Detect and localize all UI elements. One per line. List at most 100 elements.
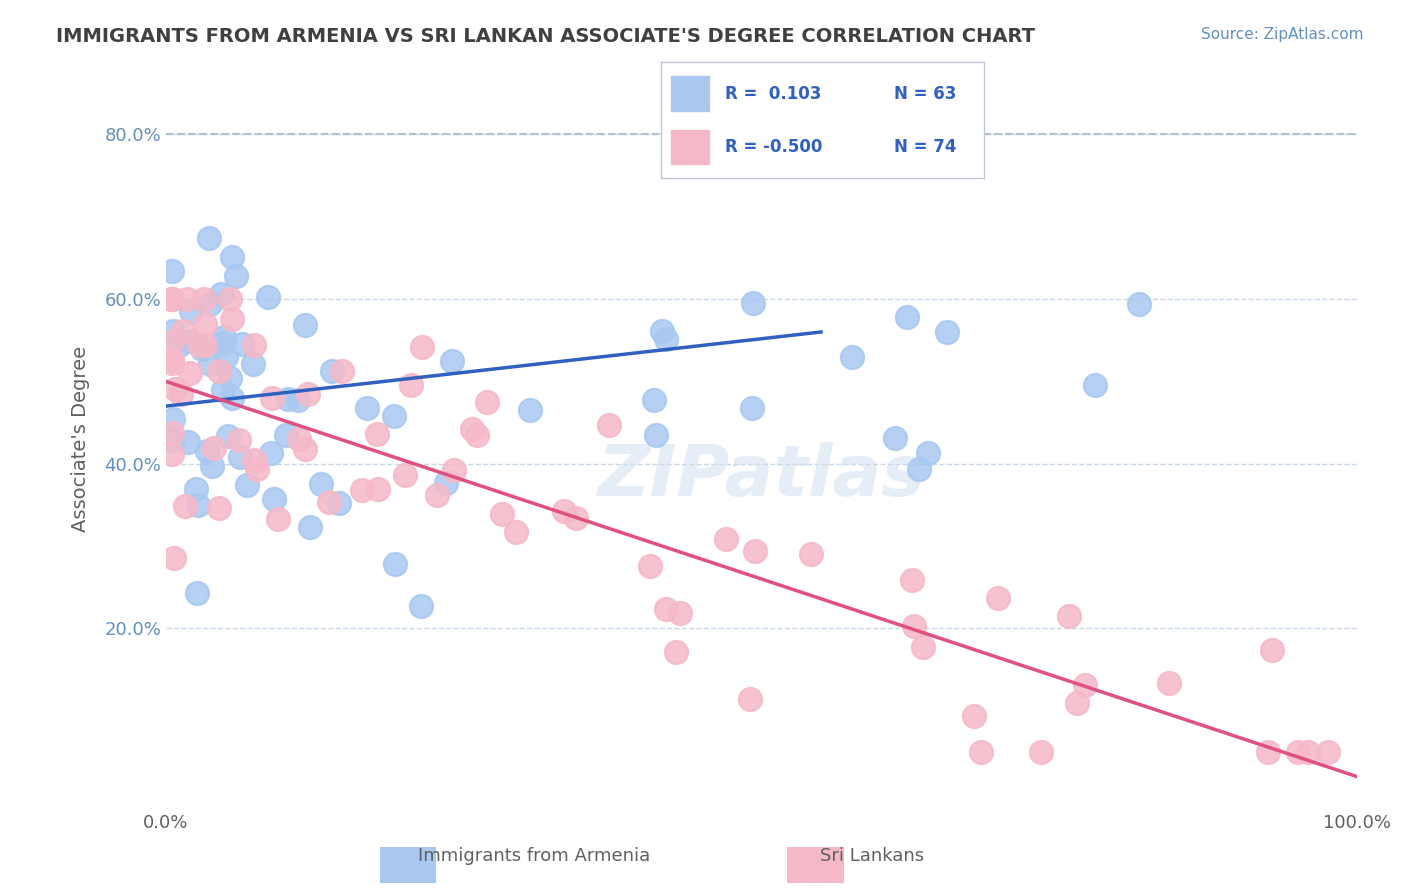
Point: [243, 453, 266, 467]
Point: [193, 292, 215, 306]
Text: IMMIGRANTS FROM ARMENIA VS SRI LANKAN ASSOCIATE'S DEGREE CORRELATION CHART: IMMIGRANTS FROM ARMENIA VS SRI LANKAN AS…: [56, 27, 1035, 45]
Point: [184, 482, 207, 496]
Point: [191, 343, 214, 357]
Point: [969, 745, 991, 759]
Point: [1128, 297, 1150, 311]
Point: [401, 378, 423, 392]
Point: [200, 297, 222, 311]
Point: [384, 557, 406, 571]
Y-axis label: Associate's Degree: Associate's Degree: [72, 346, 90, 533]
Text: N = 74: N = 74: [894, 138, 956, 156]
Point: [200, 458, 222, 473]
Point: [160, 353, 183, 368]
Point: [180, 303, 202, 318]
Point: [162, 433, 184, 447]
Point: [1057, 608, 1080, 623]
Point: [465, 427, 488, 442]
Point: [246, 462, 269, 476]
Point: [716, 532, 738, 546]
Point: [651, 324, 673, 338]
Point: [1261, 642, 1284, 657]
Text: R =  0.103: R = 0.103: [725, 85, 823, 103]
Point: [330, 364, 353, 378]
Point: [655, 602, 678, 616]
Point: [163, 382, 186, 396]
Point: [738, 691, 761, 706]
Point: [900, 573, 922, 587]
Point: [294, 318, 316, 332]
Point: [1296, 745, 1319, 759]
Point: [741, 401, 763, 415]
Point: [262, 391, 284, 405]
Point: [215, 350, 238, 364]
Point: [202, 441, 225, 455]
Point: [186, 586, 208, 600]
Point: [208, 364, 231, 378]
Point: [160, 356, 183, 370]
Point: [263, 491, 285, 506]
Point: [411, 340, 433, 354]
Point: [212, 383, 235, 397]
Point: [896, 310, 918, 325]
Point: [744, 543, 766, 558]
Point: [1316, 745, 1339, 759]
Text: ZIPatlas: ZIPatlas: [598, 442, 925, 510]
Point: [221, 312, 243, 326]
Text: N = 63: N = 63: [894, 85, 956, 103]
Point: [328, 495, 350, 509]
Point: [214, 330, 236, 344]
Point: [160, 292, 183, 306]
Point: [1031, 745, 1053, 759]
Point: [160, 335, 183, 350]
Point: [1157, 676, 1180, 690]
Point: [742, 296, 765, 310]
Point: [665, 645, 688, 659]
Point: [169, 338, 191, 352]
Point: [276, 428, 298, 442]
Point: [242, 338, 264, 352]
Point: [219, 292, 242, 306]
Point: [209, 286, 232, 301]
Point: [841, 350, 863, 364]
Point: [1257, 745, 1279, 759]
Point: [440, 354, 463, 368]
Point: [384, 409, 406, 423]
Point: [288, 432, 311, 446]
Point: [299, 520, 322, 534]
Point: [1084, 377, 1107, 392]
Point: [443, 463, 465, 477]
Point: [367, 482, 389, 496]
Point: [221, 250, 243, 264]
Point: [903, 618, 925, 632]
Bar: [671, 129, 710, 164]
Point: [198, 230, 221, 244]
Point: [643, 392, 665, 407]
Point: [800, 547, 823, 561]
Point: [217, 429, 239, 443]
Text: Source: ZipAtlas.com: Source: ZipAtlas.com: [1201, 27, 1364, 42]
Point: [176, 292, 198, 306]
Point: [267, 512, 290, 526]
Point: [321, 363, 343, 377]
Point: [160, 425, 183, 440]
Text: Immigrants from Armenia: Immigrants from Armenia: [418, 847, 651, 865]
Point: [936, 325, 959, 339]
Point: [170, 387, 193, 401]
Point: [236, 477, 259, 491]
Point: [352, 483, 374, 497]
Point: [162, 411, 184, 425]
Point: [194, 337, 217, 351]
Point: [426, 488, 449, 502]
Point: [962, 709, 984, 723]
Point: [260, 446, 283, 460]
Point: [228, 434, 250, 448]
Point: [242, 357, 264, 371]
Point: [160, 447, 183, 461]
Point: [231, 336, 253, 351]
Point: [598, 418, 620, 433]
Point: [1074, 678, 1097, 692]
Point: [409, 599, 432, 613]
Point: [491, 507, 513, 521]
Point: [172, 324, 194, 338]
Text: Sri Lankans: Sri Lankans: [820, 847, 924, 865]
